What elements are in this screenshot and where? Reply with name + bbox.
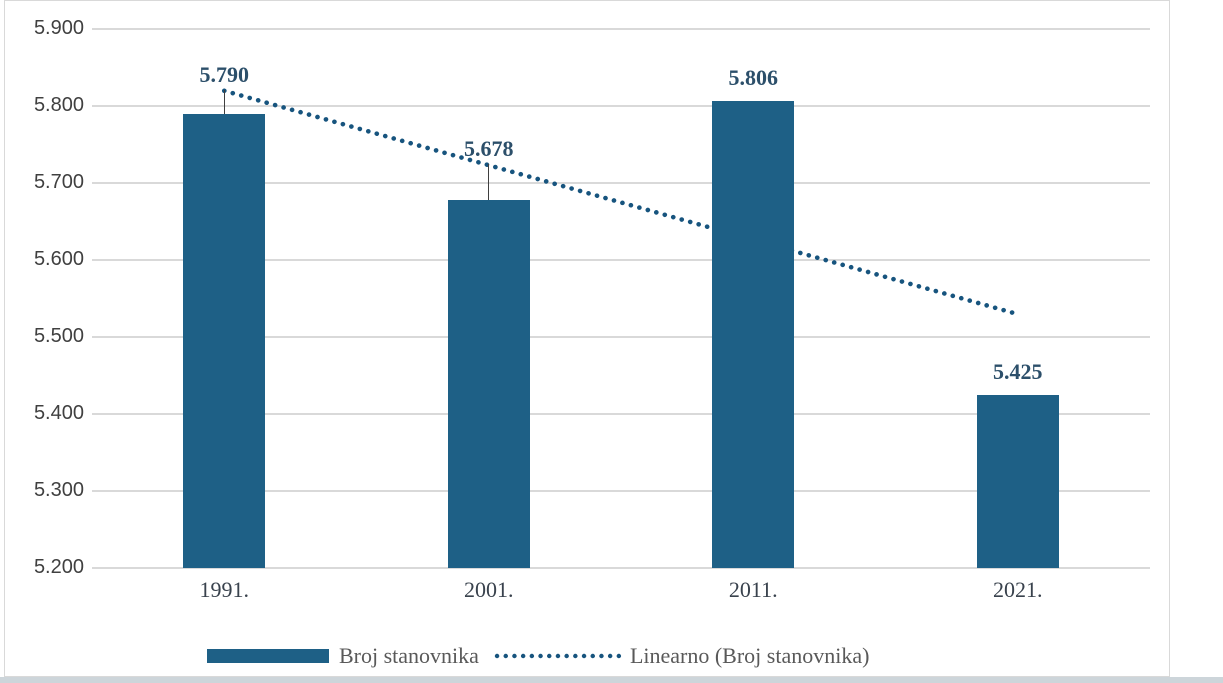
x-axis-label-2021: 2021. xyxy=(993,577,1043,602)
gridline-5.200 xyxy=(92,567,1150,569)
gridline-5.900 xyxy=(92,28,1150,30)
y-axis-tick-label: 5.200 xyxy=(33,556,84,578)
y-axis-tick-label: 5.400 xyxy=(33,402,84,424)
y-axis-tick-label: 5.700 xyxy=(33,171,84,193)
gridline-5.800 xyxy=(92,105,1150,107)
bar-2011 xyxy=(712,101,795,568)
data-label-leader-line xyxy=(223,89,225,114)
gridline-5.300 xyxy=(92,490,1150,492)
y-axis-tick-label: 5.500 xyxy=(33,325,84,347)
bar-2001 xyxy=(447,199,530,568)
chart-legend: Broj stanovnika Linearno (Broj stanovnik… xyxy=(207,641,869,671)
linear-trendline xyxy=(221,88,1021,317)
y-axis-tick-label: 5.600 xyxy=(33,248,84,270)
gridline-5.400 xyxy=(92,413,1150,415)
legend-bar-swatch-icon xyxy=(207,649,329,663)
window-bottom-edge xyxy=(0,677,1223,683)
y-axis-tick-label: 5.800 xyxy=(33,94,84,116)
x-axis-label-2011: 2011. xyxy=(728,577,778,602)
legend-dotted-line-icon xyxy=(494,653,622,659)
data-label-2011: 5.806 xyxy=(728,65,779,91)
bar-1991 xyxy=(183,113,266,568)
gridline-5.500 xyxy=(92,336,1150,338)
data-label-2021: 5.425 xyxy=(993,358,1043,384)
y-axis-tick-label: 5.300 xyxy=(33,479,84,501)
legend-label-broj-stanovnika: Broj stanovnika xyxy=(339,643,479,668)
x-axis-label-1991: 1991. xyxy=(199,577,250,602)
bar-2021 xyxy=(976,394,1059,568)
data-label-1991: 5.790 xyxy=(199,61,250,87)
y-axis-tick-label: 5.900 xyxy=(33,17,84,39)
legend-label-linearno: Linearno (Broj stanovnika) xyxy=(629,643,870,668)
data-label-leader-line xyxy=(488,164,490,200)
data-label-2001: 5.678 xyxy=(464,136,514,162)
x-axis-label-2001: 2001. xyxy=(464,577,514,602)
